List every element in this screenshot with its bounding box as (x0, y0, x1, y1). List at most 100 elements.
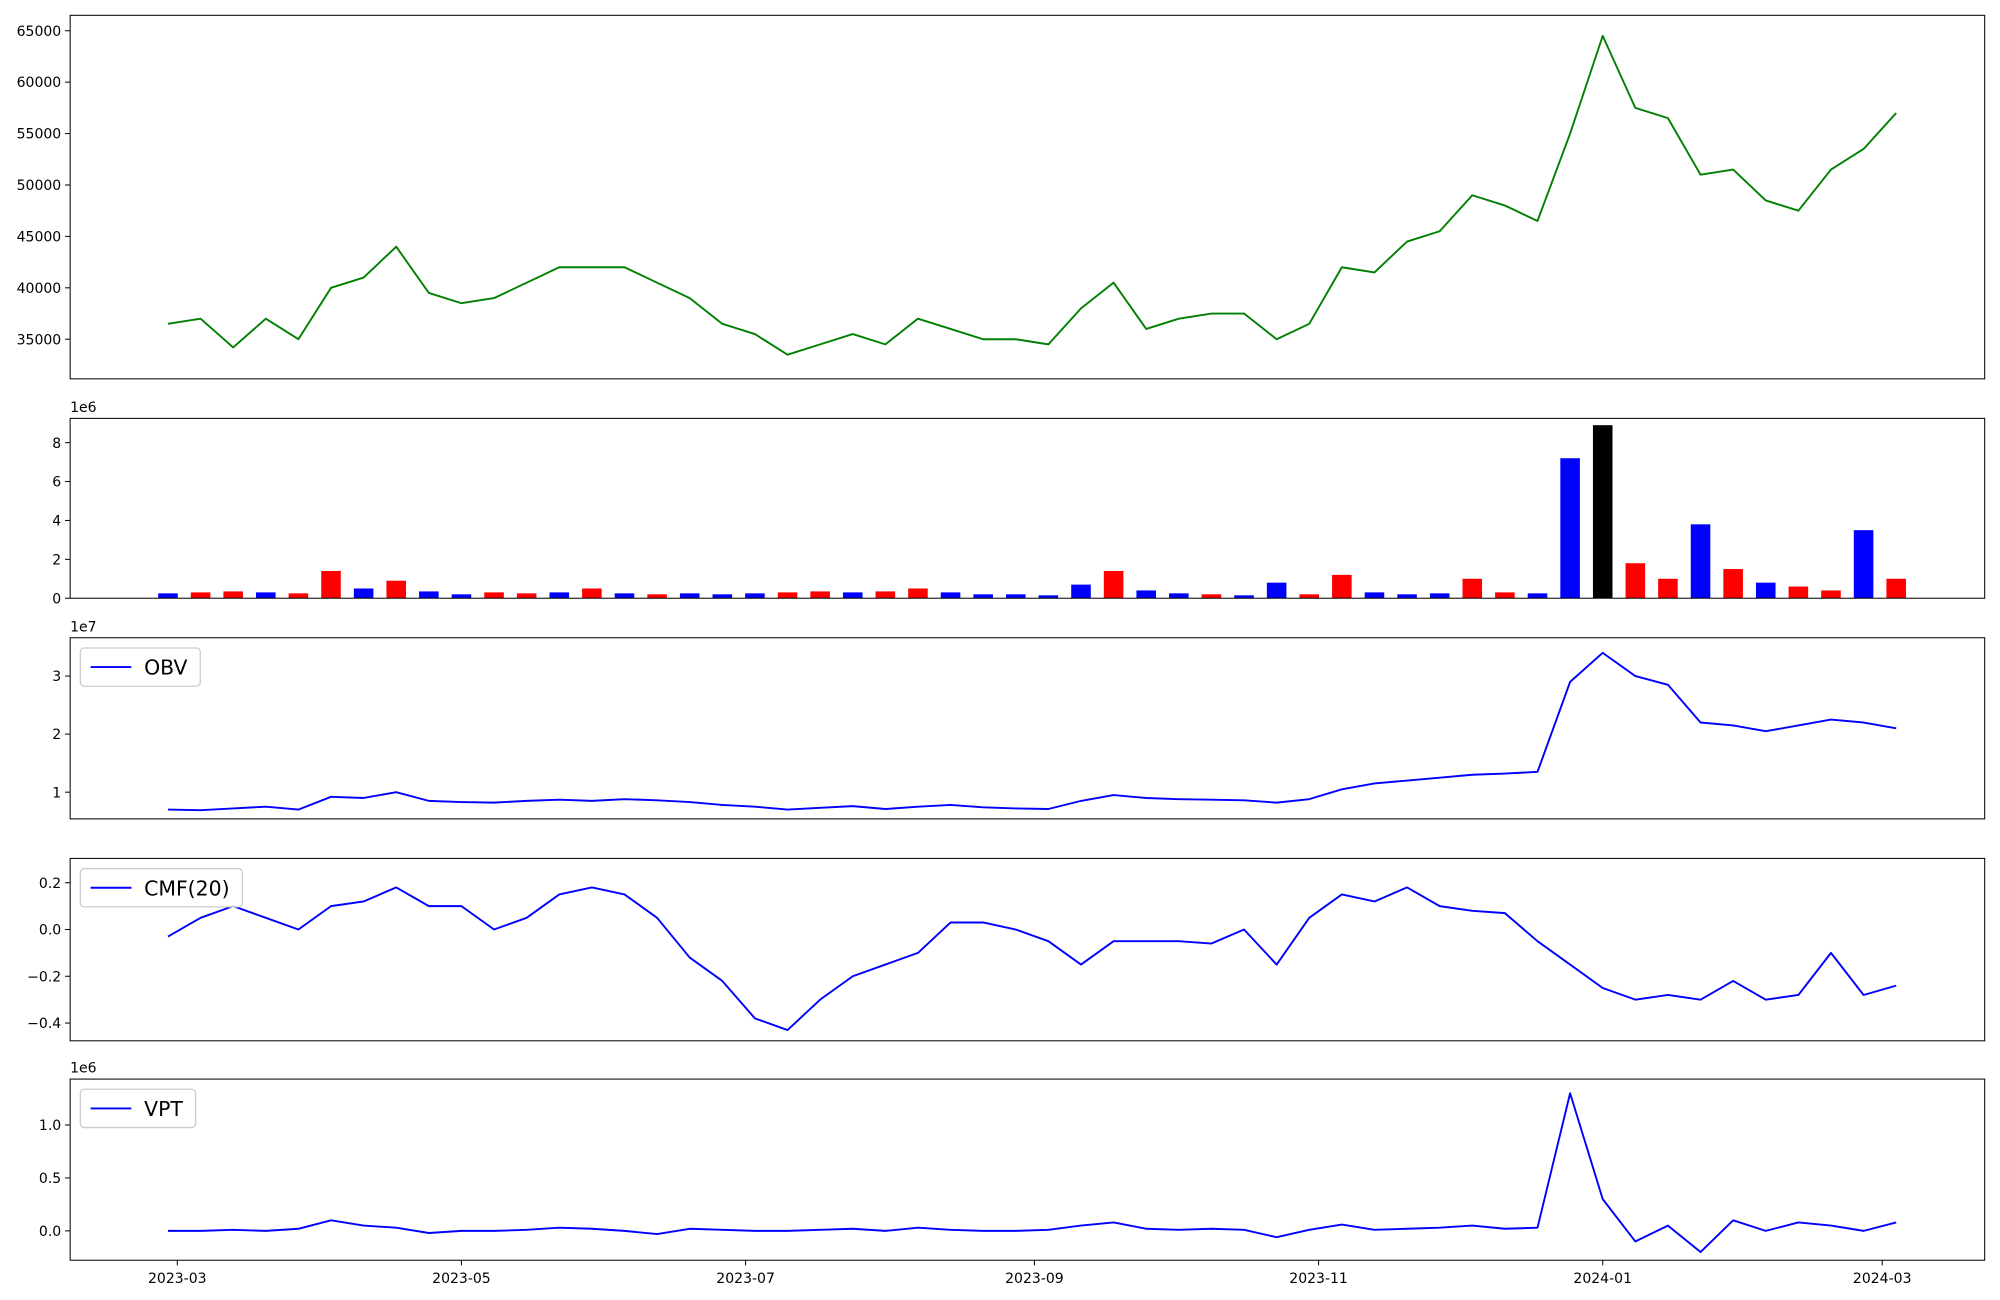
y-tick-label: 1.0 (39, 1118, 61, 1134)
legend-box (79, 1088, 197, 1129)
axes-frame (69, 417, 1986, 599)
panel: 0 2 4 6 8 1e6 (52, 400, 1986, 607)
bar (1658, 578, 1678, 599)
bar (1690, 524, 1711, 599)
y-tick-label: 0.0 (39, 1224, 61, 1240)
bar (647, 594, 667, 599)
y-tick-label: 8 (52, 436, 61, 452)
y-tick-label: 50000 (17, 178, 62, 194)
panel: 0.0 0.5 1.0 1e6 2023-03 2023-05 2023-07 2023-09… (39, 1061, 1986, 1287)
bar (1527, 593, 1548, 599)
y-tick-label: 45000 (17, 230, 62, 246)
bar (1886, 578, 1906, 599)
bar (1495, 592, 1515, 599)
bar (1429, 593, 1450, 599)
legend-box (79, 647, 201, 687)
bar (1788, 586, 1809, 599)
bar (353, 588, 374, 599)
bar (1462, 578, 1483, 599)
bar (1005, 594, 1026, 599)
y-tick-label: 3 (52, 669, 61, 685)
panel: −0.4 −0.2 0.0 0.2 CMF(20) (27, 857, 1986, 1042)
line (167, 886, 1897, 1032)
bar (679, 593, 700, 599)
legend: VPT (79, 1088, 197, 1129)
bar (1592, 425, 1613, 599)
y-tick-label: 60000 (17, 75, 62, 91)
bar (614, 593, 635, 599)
legend-box (79, 867, 243, 908)
bar (745, 593, 765, 599)
x-tick-label: 2023-05 (432, 1271, 491, 1287)
bar (1038, 595, 1059, 599)
axes-frame (69, 857, 1986, 1042)
legend: OBV (79, 647, 201, 687)
bar (419, 591, 439, 599)
bar (549, 592, 570, 599)
line (167, 651, 1897, 812)
bar (940, 592, 961, 599)
y-tick-label: 40000 (17, 281, 62, 297)
legend-label: VPT (144, 1097, 183, 1121)
y-tick-label: 4 (52, 514, 61, 530)
y-tick-label: 2 (52, 552, 61, 568)
legend-label: CMF(20) (144, 876, 229, 900)
bar (1169, 593, 1189, 599)
bar (1103, 570, 1124, 599)
x-tick-label: 2023-09 (1005, 1271, 1064, 1287)
axes-frame (69, 637, 1986, 820)
bar (158, 593, 178, 599)
bar (223, 591, 243, 599)
bar (908, 588, 928, 599)
bar (1364, 592, 1385, 599)
line (167, 1092, 1897, 1254)
bar (1560, 458, 1580, 599)
bar (1136, 590, 1156, 599)
bar (256, 592, 276, 599)
bar (582, 588, 602, 599)
bar (1821, 590, 1841, 599)
axes-frame (69, 1078, 1986, 1261)
bar (451, 594, 472, 599)
offset-label: 1e6 (70, 1061, 97, 1077)
x-tick-label: 2023-03 (148, 1271, 207, 1287)
offset-label: 1e6 (70, 400, 97, 416)
bar (1853, 530, 1874, 599)
bar (1625, 563, 1646, 599)
bar (516, 593, 537, 599)
bar (842, 592, 863, 599)
bar (288, 593, 309, 599)
y-tick-label: −0.2 (27, 969, 61, 985)
y-tick-label: −0.4 (27, 1016, 61, 1032)
x-tick-label: 2023-07 (716, 1271, 775, 1287)
y-tick-label: 2 (52, 727, 61, 743)
y-tick-label: 65000 (17, 24, 62, 40)
legend: CMF(20) (79, 867, 243, 908)
bar (1071, 584, 1091, 599)
legend-label: OBV (144, 656, 187, 680)
bar (1234, 595, 1254, 599)
bar (1332, 574, 1352, 599)
axes-frame (69, 14, 1986, 380)
x-tick-label: 2024-03 (1853, 1271, 1912, 1287)
y-tick-label: 6 (52, 475, 61, 491)
y-tick-label: 35000 (17, 332, 62, 348)
panel: 35000 40000 45000 50000 55000 60000 65000 (17, 14, 1986, 380)
y-tick-label: 0.2 (39, 876, 61, 892)
y-tick-label: 0.5 (39, 1171, 61, 1187)
x-tick-label: 2023-11 (1289, 1271, 1348, 1287)
y-tick-label: 0 (52, 591, 61, 607)
line (167, 34, 1897, 356)
bar (386, 580, 407, 599)
bar (1723, 569, 1743, 599)
bar (1266, 582, 1287, 599)
bar (321, 570, 341, 599)
y-tick-label: 0.0 (39, 923, 61, 939)
bar (190, 592, 211, 599)
y-tick-label: 55000 (17, 127, 62, 143)
bar (777, 592, 798, 599)
bar (973, 594, 993, 599)
panel: 1 2 3 1e7 OBV (52, 619, 1986, 820)
bar (875, 591, 896, 599)
